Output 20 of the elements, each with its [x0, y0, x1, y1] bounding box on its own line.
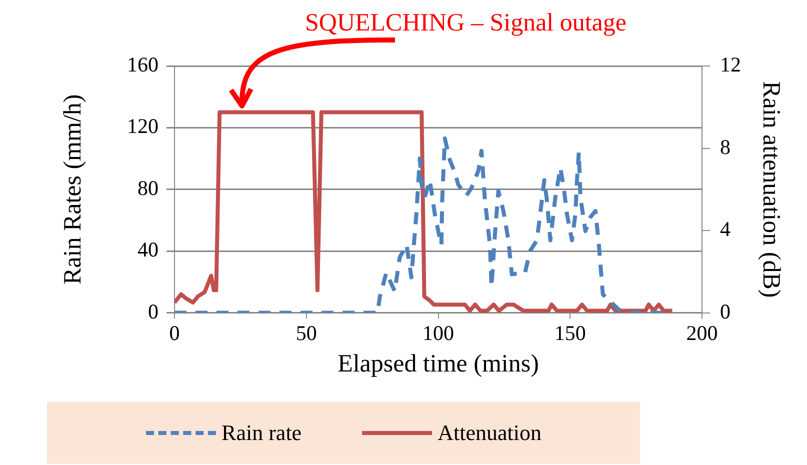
y-tick-label: 120: [127, 114, 158, 138]
y2-tick-label: 12: [720, 52, 741, 77]
text: SQUELCHING – Signal outage: [305, 10, 626, 37]
y-tick-label: 40: [138, 238, 158, 262]
legend-label: Rain rate: [222, 420, 302, 446]
y2-axis-title: Rain attenuation (dB): [757, 81, 784, 298]
y-tick-label: 160: [127, 52, 158, 77]
y2-tick-label: 8: [720, 134, 730, 159]
y-tick-label: 0: [148, 299, 158, 324]
x-tick-label: 50: [296, 320, 317, 345]
y2-tick-label: 0: [720, 299, 730, 324]
y-axis-title: Rain Rates (mm/h): [60, 94, 87, 285]
x-tick-label: 150: [554, 320, 586, 345]
y2-tick-label: 4: [720, 217, 731, 242]
legend-label: Attenuation: [438, 420, 542, 446]
x-axis-title: Elapsed time (mins): [338, 350, 539, 378]
y-tick-label: 80: [138, 176, 158, 200]
x-tick-label: 100: [422, 320, 454, 345]
x-tick-label: 200: [686, 320, 718, 345]
x-tick-label: 0: [169, 320, 180, 345]
